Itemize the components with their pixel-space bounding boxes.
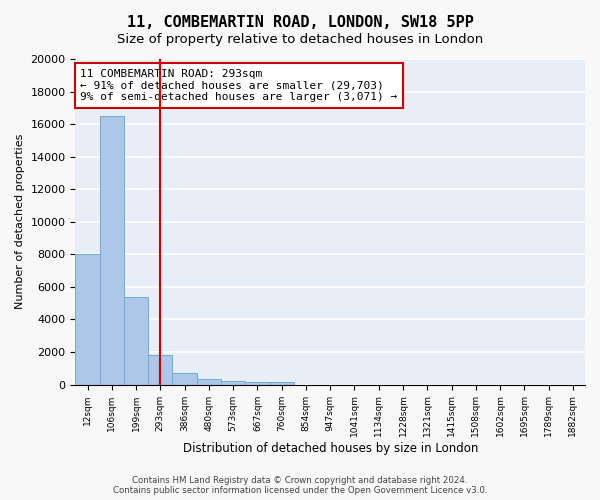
Y-axis label: Number of detached properties: Number of detached properties: [15, 134, 25, 310]
Text: Size of property relative to detached houses in London: Size of property relative to detached ho…: [117, 32, 483, 46]
Bar: [124, 298, 148, 384]
Bar: [197, 379, 221, 384]
Bar: [76, 254, 100, 384]
Bar: [172, 373, 197, 384]
Text: 11 COMBEMARTIN ROAD: 293sqm
← 91% of detached houses are smaller (29,703)
9% of : 11 COMBEMARTIN ROAD: 293sqm ← 91% of det…: [80, 69, 398, 102]
Text: 11, COMBEMARTIN ROAD, LONDON, SW18 5PP: 11, COMBEMARTIN ROAD, LONDON, SW18 5PP: [127, 15, 473, 30]
Bar: [245, 382, 269, 384]
Bar: [100, 116, 124, 384]
Bar: [269, 382, 294, 384]
X-axis label: Distribution of detached houses by size in London: Distribution of detached houses by size …: [182, 442, 478, 455]
Bar: [221, 381, 245, 384]
Text: Contains HM Land Registry data © Crown copyright and database right 2024.
Contai: Contains HM Land Registry data © Crown c…: [113, 476, 487, 495]
Bar: [148, 356, 172, 384]
